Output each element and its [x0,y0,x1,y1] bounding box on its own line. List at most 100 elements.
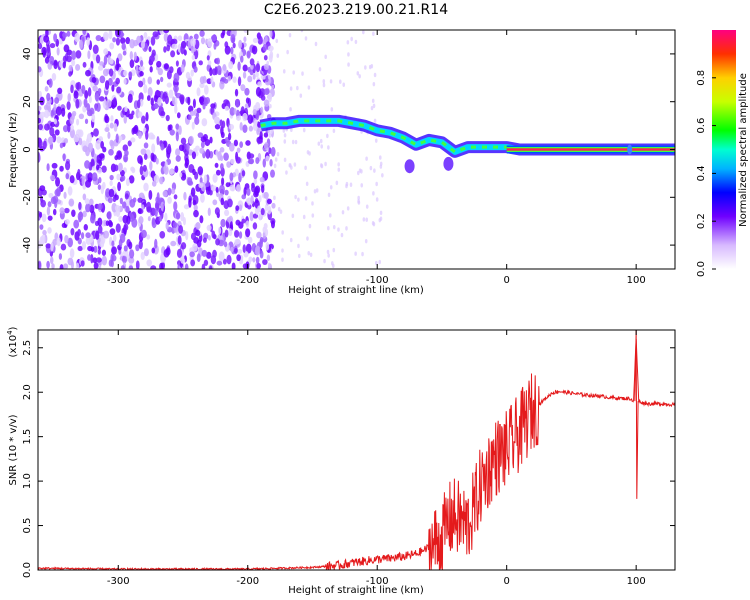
spectrogram-speckle [138,216,144,225]
spectrogram-speckle [238,39,243,49]
spectrogram-speckle [165,114,170,122]
spectrogram-speckle [226,161,232,168]
spectrogram-speckle [111,84,115,92]
spectrogram-speckle [69,128,75,139]
spectrogram-speckle [257,138,263,144]
spectrogram-speckle [101,249,107,256]
spectrogram-speckle [286,49,289,55]
spectrogram-speckle [123,78,127,85]
spectrogram-speckle [268,133,272,138]
spectrogram-speckle [254,186,259,196]
spectrogram-speckle [168,124,173,131]
spectrogram-speckle [75,98,80,109]
spectrogram-speckle [267,92,273,103]
spectrogram-speckle [60,243,67,251]
spectrogram-speckle [255,71,259,78]
x-tick-label: 100 [627,275,646,286]
spectrogram-speckle [183,204,190,210]
spectrogram-speckle [270,220,275,229]
spectrogram-speckle [276,152,280,157]
spectrogram-speckle [178,224,184,234]
spectrogram-speckle [142,164,147,172]
spectrogram-speckle [257,35,263,45]
spectrogram-speckle [168,89,174,99]
spectrogram-speckle [104,80,110,90]
spectrogram-speckle [255,157,260,164]
spectrogram-speckle [193,65,198,73]
spectrogram-speckle [137,197,143,203]
spectrogram-speckle [139,71,144,77]
y-tick-label: -20 [22,189,33,205]
x-tick-label: -300 [107,275,130,286]
spectrogram-speckle [224,105,230,112]
spectrogram-speckle [104,115,110,124]
spectrogram-speckle [78,201,82,211]
spectrogram-speckle [252,73,256,80]
spectrogram-speckle [129,38,135,49]
spectrogram-speckle [223,152,229,161]
y-tick-label: 1.5 [22,429,33,445]
spectrogram-speckle [243,186,247,197]
spectrogram-speckle [121,201,127,209]
spectrogram-speckle [378,259,382,265]
spectrogram-speckle [356,170,360,176]
spectrogram-speckle [137,99,141,109]
spectrogram-speckle [179,94,185,103]
spectrogram-speckle [90,158,95,167]
spectrogram-speckle [45,101,51,110]
spectrogram-speckle [124,193,129,200]
spectrogram-speckle [122,249,129,257]
spectrogram-speckle [313,189,317,194]
spectrogram-speckle [173,194,178,200]
spectrogram-speckle [180,242,187,250]
spectrogram-speckle [173,201,178,211]
spectrogram-speckle [249,64,254,70]
spectrogram-speckle [110,140,115,150]
spectrogram-speckle [149,161,153,171]
spectrogram-speckle [126,215,131,225]
spectrogram-speckle [75,50,82,59]
spectrogram-speckle [373,118,377,123]
spectrogram-speckle [206,224,212,231]
snr-multiplier: (x104) [6,326,19,357]
spectrogram-speckle [159,262,164,269]
spectrogram-speckle [156,192,160,202]
spectrogram-speckle [163,30,170,34]
spectrogram-speckle [358,74,361,79]
spectrogram-speckle [246,203,252,210]
spectrogram-speckle [71,59,76,67]
spectrogram-speckle [160,76,164,83]
spectrogram-speckle [203,259,209,266]
spectrogram-speckle [229,172,234,182]
spectrogram-speckle [117,105,122,111]
spectrogram-speckle [44,123,50,131]
spectrogram-speckle [182,217,186,226]
spectrogram-speckle [218,251,225,262]
spectrogram-speckle [75,82,80,90]
spectrogram-speckle [267,45,274,52]
x-tick-label: -200 [236,576,259,587]
spectrogram-speckle [201,118,208,127]
spectrogram-speckle [378,217,382,223]
spectrogram-speckle [226,198,233,208]
spectrogram-speckle [50,242,54,252]
spectrogram-speckle [233,108,237,115]
y-tick-label: 0.0 [22,562,33,578]
spectrogram-speckle [322,79,326,84]
spectrogram-speckle [211,230,216,239]
spectrogram-speckle [332,224,336,230]
x-tick-label: -100 [366,275,389,286]
spectrogram-panel: -300 -200 -100 0 100 40 20 0 -20 -40 Height of st… [8,29,676,296]
spectrogram-speckle [38,211,43,218]
spectrogram-speckle [51,72,57,81]
spectrogram-speckle [137,111,143,118]
spectrogram-speckle [109,174,114,181]
spectrogram-speckle [282,69,286,74]
spectrogram-speckle [115,223,121,233]
spectrogram-speckle [165,221,169,230]
spectrogram-speckle [128,71,133,78]
spectrogram-speckle [191,151,197,160]
spectrogram-speckle [247,158,254,165]
spectrogram-speckle [185,231,189,241]
spectrogram-speckle [70,228,75,236]
